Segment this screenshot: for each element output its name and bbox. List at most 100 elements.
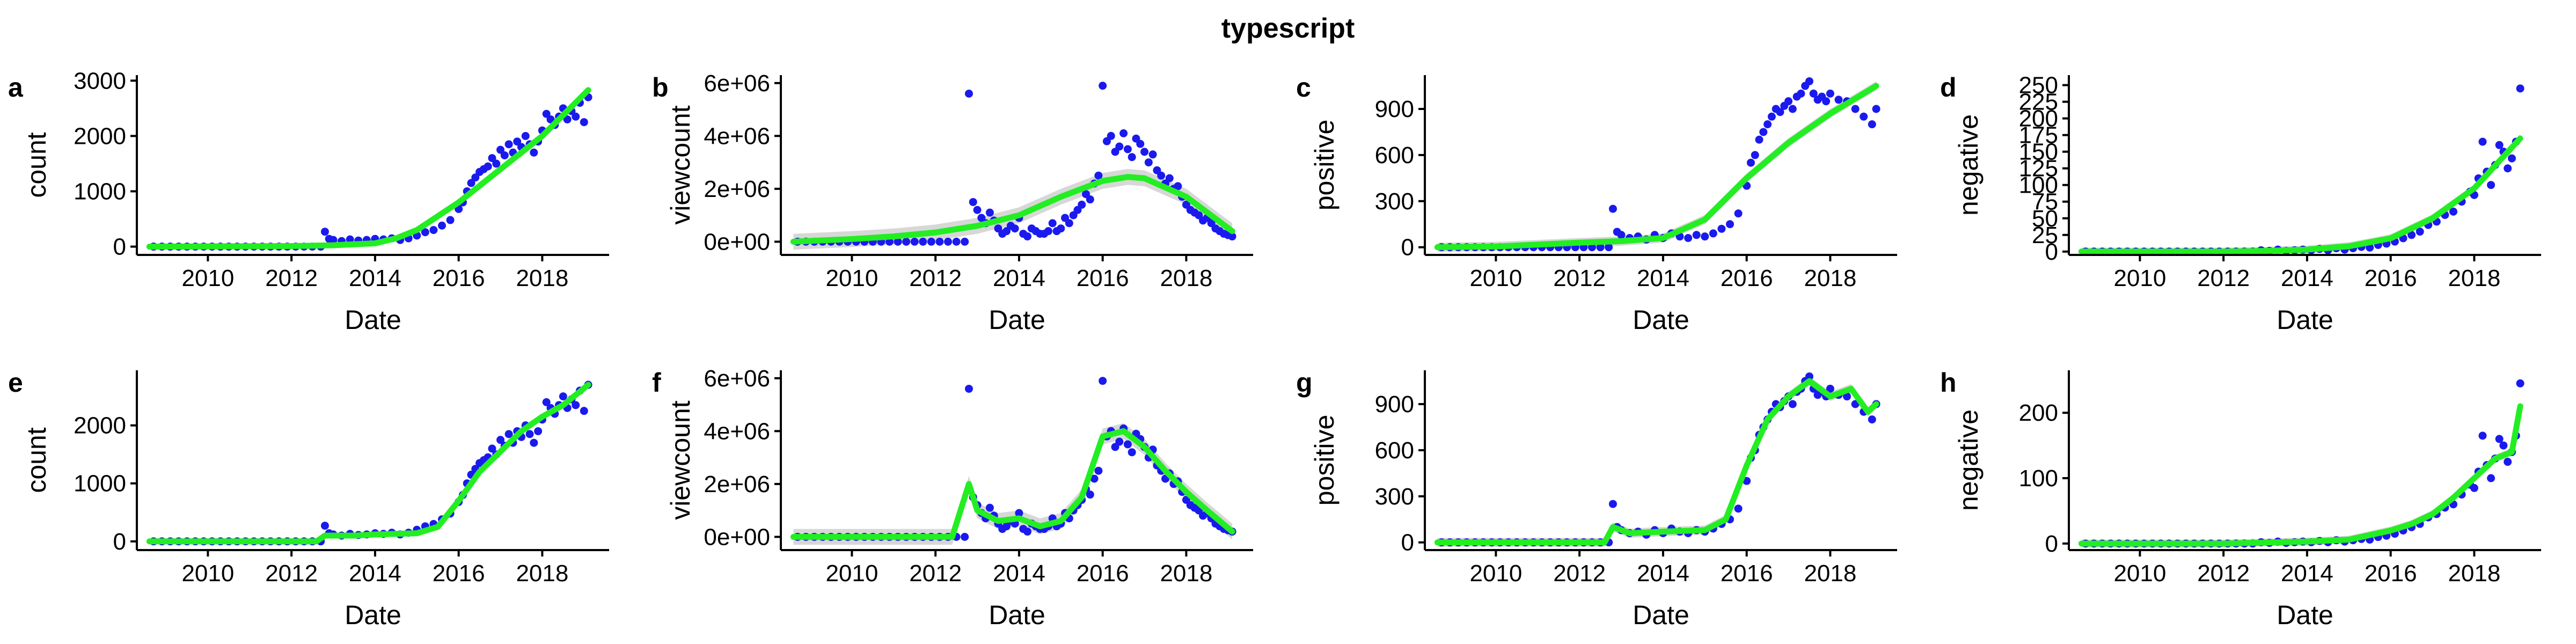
- data-point: [1805, 372, 1813, 380]
- data-point: [1090, 474, 1099, 483]
- y-tick-label: 2000: [74, 413, 126, 439]
- smooth-line: [146, 382, 591, 545]
- data-point: [1868, 120, 1876, 129]
- smooth-line: [1434, 83, 1879, 251]
- data-point: [488, 154, 496, 163]
- data-point: [320, 522, 329, 530]
- figure-title: typescript: [1221, 13, 1355, 44]
- x-tick-label: 2014: [2281, 265, 2333, 291]
- y-tick-label: 250: [2019, 72, 2058, 99]
- data-point: [2516, 379, 2524, 387]
- data-point: [985, 208, 994, 217]
- x-tick-label: 2018: [516, 560, 568, 587]
- y-tick-label: 1000: [74, 178, 126, 204]
- x-tick-label: 2012: [265, 265, 318, 291]
- confidence-band: [2081, 134, 2521, 256]
- panel-b: b 2010 2012 2014 2016 2018 0e+00 2e+06 4e+06 6e+0…: [652, 70, 1253, 335]
- y-axis-title: count: [21, 427, 52, 493]
- data-point: [961, 237, 969, 246]
- data-point: [1123, 440, 1132, 449]
- x-tick-label: 2016: [433, 265, 485, 291]
- x-tick-label: 2016: [433, 560, 485, 587]
- y-tick-label: 100: [2019, 465, 2058, 492]
- smooth-line: [790, 174, 1235, 245]
- smooth-line: [2078, 135, 2523, 255]
- data-point: [1788, 400, 1797, 408]
- y-tick-label: 25: [2032, 222, 2058, 248]
- data-point: [1128, 448, 1136, 457]
- data-point: [1826, 89, 1834, 98]
- data-point: [467, 179, 475, 187]
- data-point: [1797, 89, 1805, 98]
- y-tick-label: 75: [2032, 189, 2058, 215]
- x-tick-label: 2018: [2448, 560, 2500, 587]
- data-point: [563, 115, 572, 123]
- data-point: [542, 109, 551, 118]
- data-point: [1086, 195, 1094, 204]
- x-tick-label: 2010: [2113, 560, 2166, 587]
- x-tick-label: 2016: [1077, 265, 1129, 291]
- x-tick-label: 2014: [349, 560, 401, 587]
- panel-f-label: f: [652, 368, 661, 398]
- x-tick-label: 2016: [2365, 560, 2417, 587]
- y-tick-label: 0: [113, 234, 126, 260]
- x-tick-label: 2010: [1469, 560, 1522, 587]
- panel-d: d 2010 2012 2014 2016 2018 0255075100125150175…: [1940, 72, 2541, 335]
- data-point: [446, 216, 455, 224]
- data-point: [973, 206, 982, 214]
- data-point: [1140, 148, 1149, 156]
- x-axis-title: Date: [1633, 600, 1689, 630]
- data-point: [500, 151, 509, 159]
- x-tick-label: 2016: [1721, 265, 1773, 291]
- data-point: [1851, 105, 1860, 113]
- y-axis-title: positive: [1309, 120, 1340, 211]
- y-tick-label: 900: [1375, 96, 1414, 122]
- data-point: [1701, 232, 1709, 241]
- y-tick-label: 0: [1401, 235, 1414, 261]
- y-tick-label: 4e+06: [704, 123, 770, 149]
- data-point: [2487, 474, 2496, 482]
- data-point: [2507, 154, 2516, 163]
- y-tick-label: 2e+06: [704, 471, 770, 497]
- smooth-line: [146, 87, 591, 250]
- x-tick-label: 2014: [2281, 560, 2333, 587]
- data-point: [1788, 105, 1797, 113]
- data-point: [1734, 504, 1743, 513]
- data-point: [1743, 477, 1751, 485]
- data-point: [496, 145, 505, 154]
- data-point: [1588, 243, 1597, 252]
- data-point: [1011, 224, 1019, 233]
- data-point: [1608, 204, 1617, 213]
- confidence-band: [1437, 376, 1877, 547]
- x-tick-label: 2016: [1721, 560, 1773, 587]
- x-axis-title: Date: [989, 600, 1045, 630]
- data-point: [1826, 384, 1834, 393]
- panel-a-label: a: [8, 72, 24, 103]
- x-tick-label: 2012: [2197, 560, 2250, 587]
- data-point: [2407, 231, 2416, 239]
- data-point: [1174, 182, 1182, 191]
- data-point: [492, 159, 501, 168]
- y-tick-label: 0: [2045, 239, 2058, 265]
- data-point: [421, 228, 429, 237]
- data-point: [525, 430, 534, 438]
- data-point: [2487, 181, 2496, 189]
- data-point: [1767, 112, 1776, 121]
- data-point: [2449, 207, 2457, 216]
- data-point: [1822, 97, 1831, 106]
- data-point: [944, 237, 953, 246]
- x-tick-label: 2010: [825, 560, 878, 587]
- data-point: [1107, 131, 1115, 140]
- data-point: [1717, 224, 1726, 233]
- data-point: [1057, 224, 1065, 233]
- x-tick-label: 2018: [1804, 265, 1856, 291]
- data-point: [1734, 209, 1743, 218]
- x-tick-label: 2010: [1469, 265, 1522, 291]
- data-point: [559, 392, 567, 401]
- x-tick-label: 2016: [1077, 560, 1129, 587]
- data-point: [969, 197, 977, 206]
- data-point: [1023, 528, 1031, 536]
- data-point: [1094, 466, 1103, 475]
- y-tick-label: 150: [2019, 139, 2058, 165]
